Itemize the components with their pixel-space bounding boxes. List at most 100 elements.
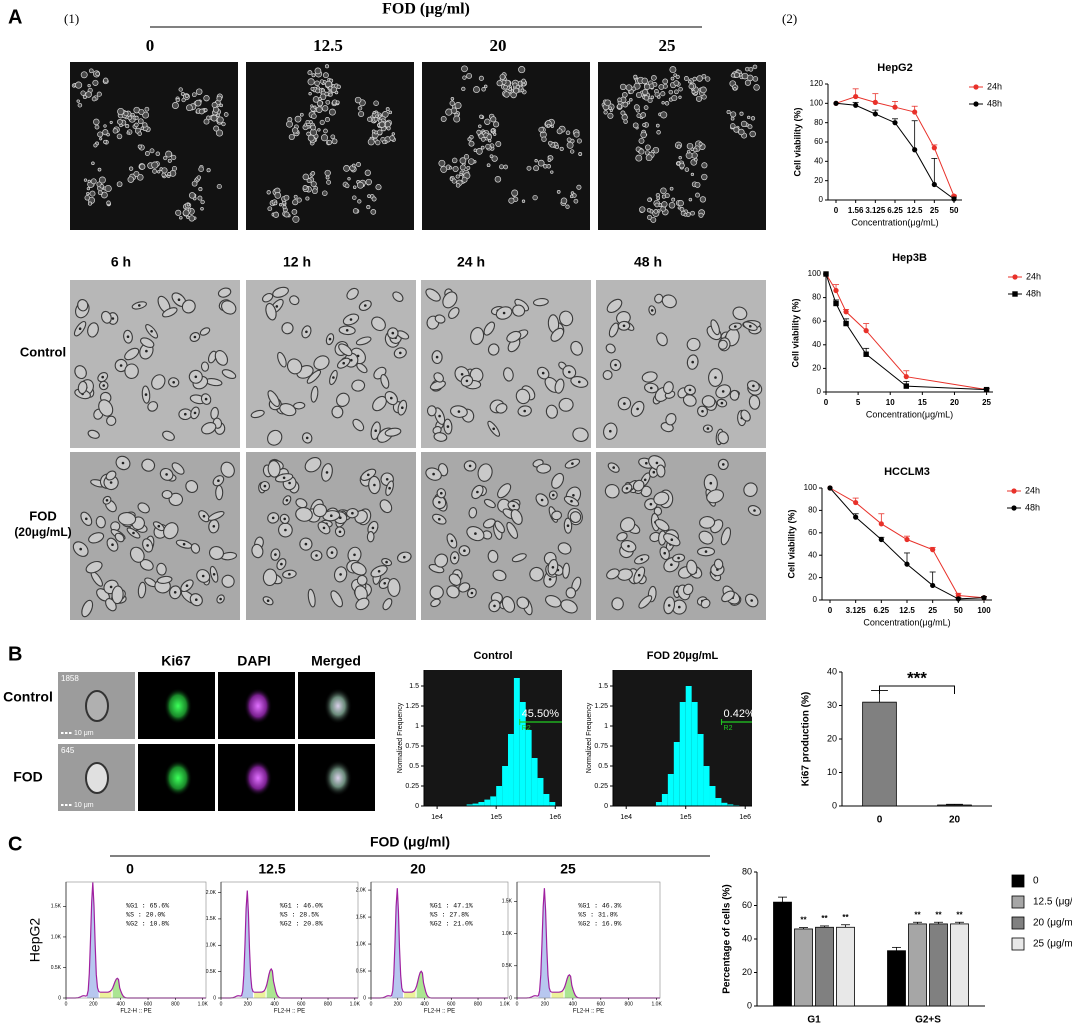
nucleus [367, 473, 370, 477]
nucleus [185, 584, 189, 587]
cell [216, 113, 220, 118]
y-tick-label: 1.0K [51, 934, 62, 940]
x-axis-label: Concentration(μg/mL) [866, 409, 953, 419]
cell [85, 762, 109, 794]
cell [690, 210, 695, 216]
nucleus [463, 549, 466, 552]
cell [370, 209, 377, 215]
cell [660, 187, 667, 195]
cell [487, 549, 499, 563]
cell [461, 65, 468, 73]
cell [559, 310, 574, 327]
cell [468, 158, 475, 165]
cell [136, 173, 144, 181]
cell [137, 502, 150, 514]
cell [744, 66, 750, 72]
cell [463, 154, 470, 160]
cell [171, 462, 185, 475]
cell-cycle-stat: %G1 : 65.6% [126, 903, 169, 910]
cell [221, 574, 235, 588]
nucleus [492, 427, 496, 431]
cell [386, 126, 391, 131]
cell [642, 122, 647, 127]
chart: 0 20 40 60 80 100 Cell viability (%) 0 5 10 15 20 25… [790, 252, 1041, 419]
cell [330, 134, 336, 140]
point [951, 196, 957, 202]
cell [626, 101, 631, 105]
cell [317, 128, 321, 132]
cell [651, 75, 657, 81]
gate-name: R2 [522, 725, 531, 732]
cell [87, 201, 93, 206]
cell [314, 67, 322, 75]
y-tick-label: 60 [812, 316, 821, 325]
cell [324, 64, 330, 69]
cell [487, 343, 500, 356]
cell [485, 143, 491, 150]
y-axis-label: Percentage of cells (%) [722, 884, 733, 993]
cell [109, 120, 113, 124]
cell [178, 87, 183, 92]
cell [323, 128, 328, 134]
cell [560, 197, 568, 205]
x-tick-label: 1e4 [620, 814, 632, 821]
x-tick-label: 400 [117, 1001, 126, 1007]
cell [576, 184, 582, 190]
cell [740, 120, 748, 128]
cell [425, 288, 441, 302]
cell [518, 66, 526, 74]
nucleus [667, 604, 671, 607]
gate-label: 0.42% [724, 708, 755, 720]
cell [199, 327, 211, 336]
cell [128, 166, 134, 171]
cell [656, 332, 668, 347]
y-tick-label: 0 [819, 195, 824, 204]
cell [279, 203, 283, 207]
cell [117, 119, 123, 125]
time-label: 24 h [457, 254, 485, 270]
legend-label: 48h [1026, 288, 1041, 298]
cell [184, 93, 189, 98]
channel-label: Merged [311, 653, 361, 669]
cell [303, 123, 308, 127]
point [853, 499, 859, 506]
cell [171, 102, 179, 109]
x-tick-label: 20 [949, 815, 961, 826]
nucleus [288, 572, 291, 576]
cell [683, 212, 688, 217]
cell [604, 99, 612, 107]
cell [606, 568, 620, 580]
cell [96, 91, 102, 97]
nucleus [126, 335, 130, 339]
nucleus [622, 324, 626, 328]
x-axis-label: FL2-H :: PE [274, 1009, 305, 1015]
cell [251, 543, 264, 559]
x-tick-label: 600 [447, 1001, 456, 1007]
cell [663, 381, 674, 395]
point [878, 521, 884, 527]
gate-name: R2 [724, 725, 733, 732]
cell [484, 118, 491, 125]
cell [635, 91, 643, 99]
y-tick-label: 2.0K [206, 890, 217, 896]
cell [521, 199, 526, 203]
cell [690, 172, 695, 177]
cell [698, 212, 704, 218]
nucleus [568, 370, 571, 374]
cell [267, 429, 283, 446]
cell [94, 124, 100, 130]
cell [686, 559, 698, 575]
x-tick-label: 1e6 [549, 814, 561, 821]
cell [302, 185, 308, 190]
cell [127, 176, 135, 183]
gate-label: 45.50% [522, 708, 560, 720]
y-tick-label: 0.5K [206, 969, 217, 975]
cell [83, 178, 88, 182]
cell [103, 124, 107, 128]
histogram-bar [697, 734, 704, 806]
x-tick-label: 3.125 [865, 206, 886, 215]
x-tick-label: 0 [516, 1001, 519, 1007]
nucleus [677, 556, 680, 560]
cell [307, 134, 315, 142]
x-tick-label: 200 [89, 1001, 98, 1007]
